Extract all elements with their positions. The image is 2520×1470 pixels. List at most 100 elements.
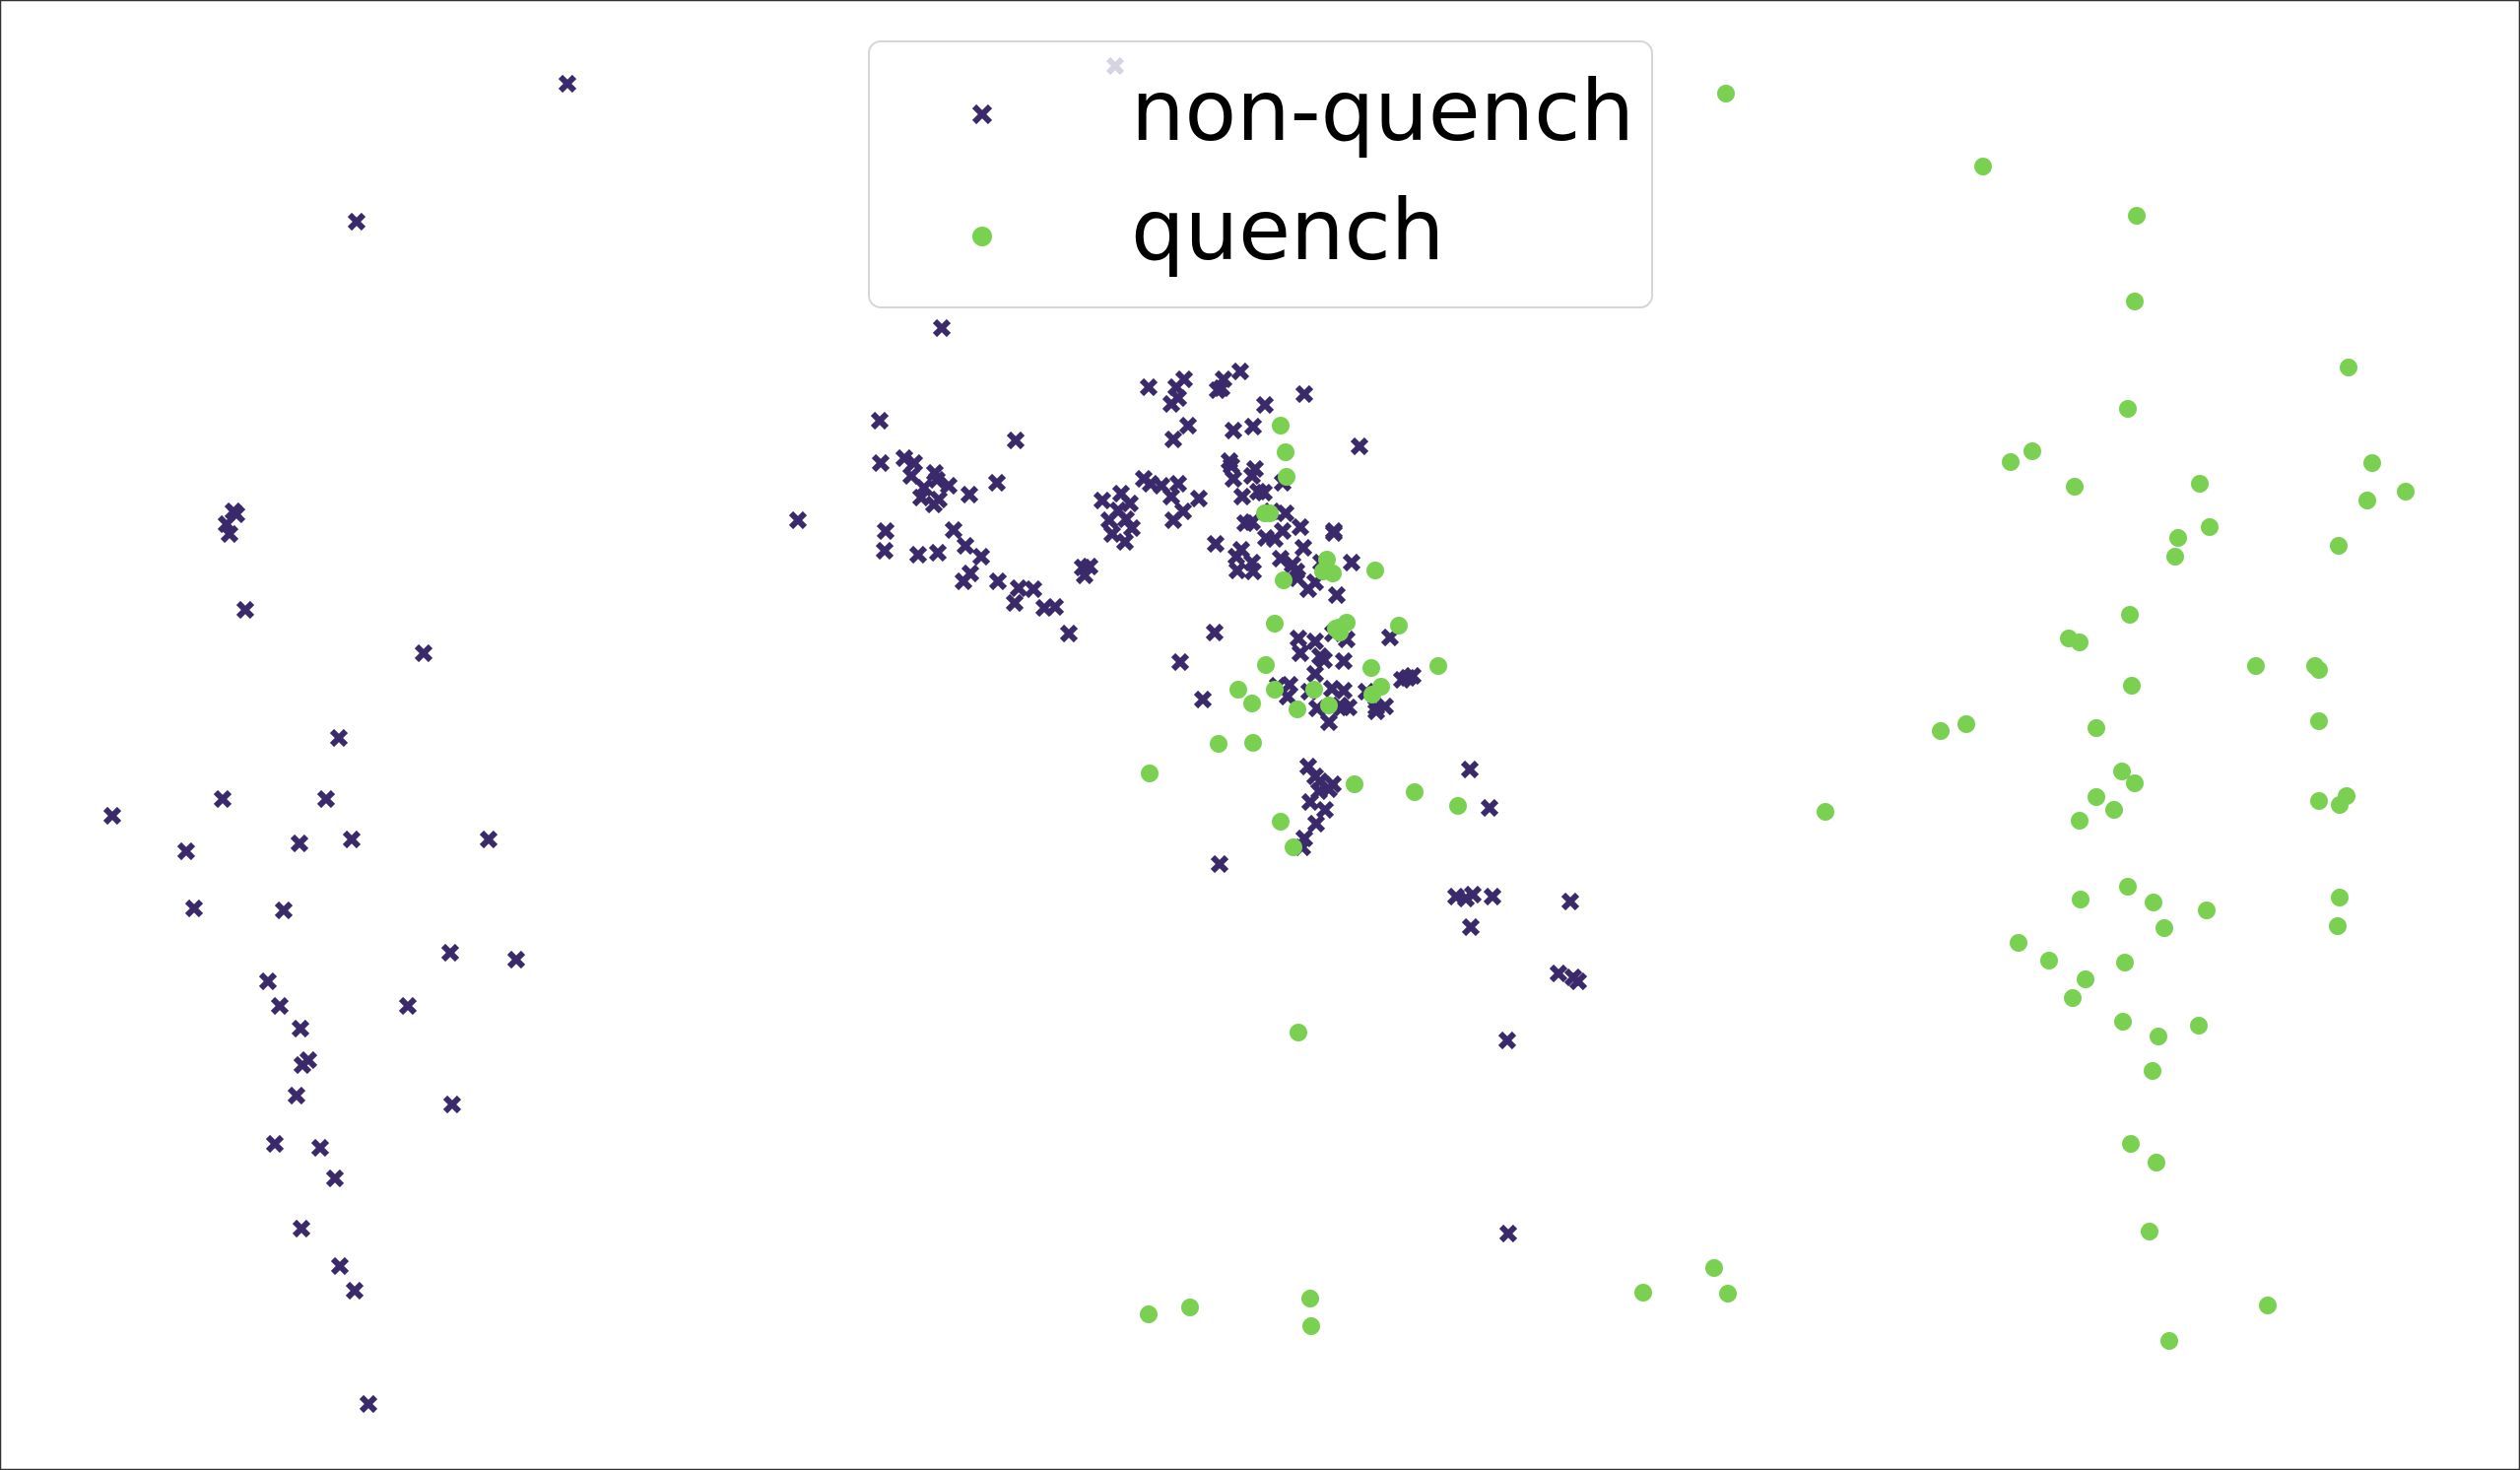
data-point-quench <box>2363 454 2381 472</box>
data-point-quench <box>2150 1028 2167 1045</box>
data-point-non-quench <box>944 520 963 540</box>
data-point-quench <box>2072 891 2089 908</box>
data-point-non-quench <box>325 1169 345 1188</box>
data-point-non-quench <box>1024 579 1043 599</box>
data-point-quench <box>2128 207 2146 225</box>
legend-marker-x <box>971 103 993 125</box>
data-point-non-quench <box>270 996 290 1016</box>
data-point-non-quench <box>1342 553 1361 572</box>
data-point-quench <box>2340 359 2357 376</box>
data-point-non-quench <box>928 543 948 563</box>
data-point-quench <box>1257 656 1275 674</box>
data-point-non-quench <box>954 571 973 591</box>
data-point-non-quench <box>506 950 526 969</box>
data-point-quench <box>2310 712 2328 730</box>
data-point-quench <box>2145 894 2162 911</box>
data-point-quench <box>2198 902 2216 919</box>
data-point-non-quench <box>1560 892 1580 911</box>
data-point-quench <box>1275 571 1293 589</box>
data-point-non-quench <box>932 318 952 338</box>
data-point-non-quench <box>1245 459 1265 479</box>
data-point-non-quench <box>258 971 278 991</box>
data-point-non-quench <box>1324 523 1344 543</box>
data-point-quench <box>1140 1305 1158 1323</box>
data-point-quench <box>2329 917 2347 935</box>
data-point-quench <box>1210 735 1227 753</box>
data-point-non-quench <box>235 600 255 620</box>
data-point-non-quench <box>1122 518 1142 538</box>
data-point-non-quench <box>1300 792 1320 812</box>
data-point-non-quench <box>1235 513 1255 533</box>
data-point-quench <box>1181 1299 1199 1316</box>
data-point-quench <box>1278 468 1295 486</box>
data-point-non-quench <box>1243 417 1263 436</box>
data-point-quench <box>1817 803 1834 821</box>
data-point-non-quench <box>1220 451 1239 471</box>
data-point-non-quench <box>1227 561 1247 580</box>
data-point-non-quench <box>359 1394 378 1414</box>
data-point-non-quench <box>1294 384 1314 404</box>
data-point-non-quench <box>1224 421 1243 440</box>
data-point-non-quench <box>1291 517 1310 537</box>
data-point-non-quench <box>1289 629 1308 648</box>
points-layer <box>102 56 2415 1414</box>
data-point-non-quench <box>1232 487 1252 506</box>
data-point-quench <box>2105 801 2123 819</box>
data-point-non-quench <box>345 1281 365 1301</box>
data-point-non-quench <box>1173 501 1193 521</box>
data-point-quench <box>1449 797 1467 815</box>
data-point-non-quench <box>911 488 931 507</box>
data-point-quench <box>2077 970 2094 988</box>
data-point-non-quench <box>1480 798 1499 818</box>
legend-marker-non-quench <box>971 103 993 125</box>
series-non-quench <box>102 56 1588 1414</box>
data-point-non-quench <box>1059 624 1079 643</box>
data-point-quench <box>1634 1284 1652 1302</box>
data-point-quench <box>2144 1062 2161 1080</box>
data-point-non-quench <box>988 571 1008 591</box>
data-point-quench <box>2190 1017 2208 1035</box>
data-point-non-quench <box>1189 489 1209 508</box>
data-point-non-quench <box>1075 566 1094 585</box>
data-point-non-quench <box>1366 702 1386 721</box>
data-point-quench <box>1406 783 1424 801</box>
data-point-quench <box>2123 677 2141 695</box>
data-point-quench <box>1266 681 1284 699</box>
data-point-quench <box>1957 715 1975 733</box>
data-point-non-quench <box>558 74 577 94</box>
data-point-non-quench <box>927 470 947 490</box>
data-point-non-quench <box>1549 964 1568 983</box>
data-point-quench <box>1256 504 1274 522</box>
data-point-non-quench <box>1314 650 1334 670</box>
data-point-quench <box>1272 417 1290 434</box>
data-point-quench <box>1229 681 1247 699</box>
data-point-non-quench <box>414 643 433 663</box>
data-point-non-quench <box>1206 534 1226 554</box>
data-point-non-quench <box>1497 1031 1517 1050</box>
data-point-quench <box>1244 734 1262 752</box>
data-point-quench <box>1974 158 1992 175</box>
data-point-non-quench <box>1243 562 1263 581</box>
data-point-quench <box>2358 492 2376 509</box>
data-point-non-quench <box>291 1019 310 1038</box>
data-point-non-quench <box>1227 547 1246 567</box>
data-point-quench <box>2088 788 2105 806</box>
data-point-non-quench <box>901 466 921 486</box>
data-point-non-quench <box>895 448 914 468</box>
legend-marker-dot <box>972 227 992 246</box>
data-point-non-quench <box>342 830 362 849</box>
data-point-non-quench <box>176 841 196 861</box>
data-point-non-quench <box>1568 971 1588 991</box>
data-point-non-quench <box>870 411 890 431</box>
data-point-quench <box>2064 989 2082 1007</box>
data-point-quench <box>2119 878 2137 896</box>
data-point-non-quench <box>227 504 246 524</box>
data-point-non-quench <box>1319 779 1339 799</box>
data-point-non-quench <box>398 996 418 1016</box>
data-point-quench <box>2040 952 2058 969</box>
data-point-quench <box>2331 889 2349 906</box>
data-point-non-quench <box>1212 378 1231 398</box>
data-point-non-quench <box>329 728 349 748</box>
